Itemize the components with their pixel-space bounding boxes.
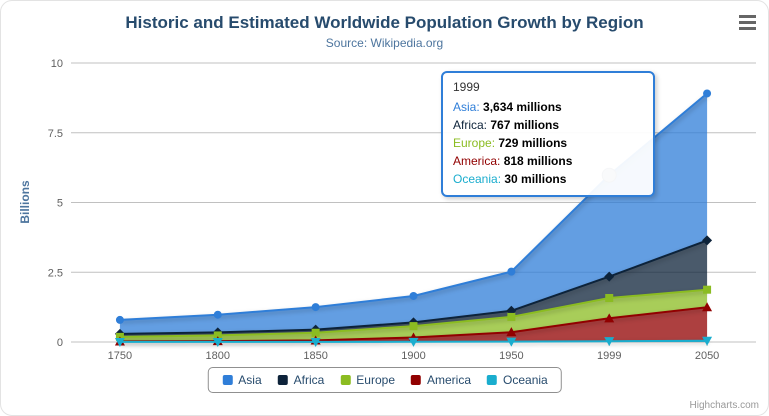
legend-item-label: Oceania — [503, 373, 548, 387]
svg-text:5: 5 — [57, 198, 63, 210]
svg-text:2050: 2050 — [695, 350, 719, 362]
legend-item-label: America — [427, 373, 472, 387]
svg-text:7.5: 7.5 — [48, 128, 63, 140]
legend-symbol-icon — [277, 375, 288, 385]
tooltip-row: Africa: 767 millions — [453, 116, 643, 134]
point-oceania-1750[interactable] — [114, 337, 125, 347]
tooltip-series-name: Asia: — [453, 100, 484, 114]
point-asia-1850[interactable] — [311, 303, 320, 312]
svg-text:1850: 1850 — [303, 350, 327, 362]
point-oceania-1850[interactable] — [310, 337, 321, 347]
point-asia-1800[interactable] — [213, 310, 222, 319]
point-america-1999[interactable] — [604, 313, 615, 323]
svg-text:1999: 1999 — [597, 350, 621, 362]
point-oceania-1999[interactable] — [604, 337, 615, 347]
legend-item-europe[interactable]: Europe — [339, 373, 395, 387]
tooltip-rows: Asia: 3,634 millions Africa: 767 millions… — [453, 98, 643, 188]
legend-symbol-icon — [487, 375, 498, 385]
tooltip-series-value: 729 millions — [498, 136, 568, 150]
svg-text:1900: 1900 — [401, 350, 425, 362]
svg-text:2.5: 2.5 — [48, 267, 63, 279]
point-europe-1900[interactable] — [409, 322, 418, 331]
y-axis-title: Billions — [18, 180, 32, 224]
tooltip-row: Europe: 729 millions — [453, 134, 643, 152]
point-america-1950[interactable] — [506, 327, 517, 337]
tooltip-series-name: America: — [453, 154, 504, 168]
legend-item-label: Asia — [238, 373, 262, 387]
chart-subtitle: Source: Wikipedia.org — [325, 36, 444, 50]
tooltip-series-value: 30 millions — [504, 172, 567, 186]
legend-item-africa[interactable]: Africa — [277, 373, 325, 387]
point-europe-1950[interactable] — [507, 312, 516, 321]
legend-item-oceania[interactable]: Oceania — [486, 373, 548, 387]
svg-text:0: 0 — [57, 337, 63, 349]
legend-symbol-icon — [222, 375, 233, 385]
point-africa-2050[interactable] — [702, 235, 713, 246]
point-oceania-2050[interactable] — [702, 336, 713, 346]
svg-text:1800: 1800 — [206, 350, 230, 362]
point-america-2050[interactable] — [702, 302, 713, 312]
point-asia-1950[interactable] — [507, 267, 516, 276]
svg-text:1950: 1950 — [499, 350, 523, 362]
tooltip-series-value: 767 millions — [490, 118, 560, 132]
legend-symbol-icon — [411, 375, 422, 385]
point-europe-1800[interactable] — [213, 331, 222, 340]
legend-item-asia[interactable]: Asia — [221, 373, 262, 387]
point-europe-1999[interactable] — [605, 294, 614, 303]
tooltip-row: Oceania: 30 millions — [453, 170, 643, 188]
tooltip-row: Asia: 3,634 millions — [453, 98, 643, 116]
tooltip-series-value: 3,634 millions — [483, 100, 562, 114]
tooltip-row: America: 818 millions — [453, 152, 643, 170]
tooltip-series-name: Africa: — [453, 118, 491, 132]
point-asia-1750[interactable] — [115, 315, 124, 324]
legend: Asia Africa Europe America Oceania — [207, 367, 562, 393]
point-africa-1999[interactable] — [604, 271, 615, 282]
chart-title: Historic and Estimated Worldwide Populat… — [125, 13, 644, 32]
series-oceania[interactable] — [114, 336, 713, 347]
tooltip-series-name: Europe: — [453, 136, 499, 150]
point-europe-2050[interactable] — [703, 285, 712, 294]
tooltip-title: 1999 — [453, 80, 480, 94]
legend-item-label: Africa — [293, 373, 325, 387]
tooltip: 1999 Asia: 3,634 millions Africa: 767 mil… — [441, 71, 655, 197]
point-europe-1850[interactable] — [311, 328, 320, 337]
legend-item-america[interactable]: America — [410, 373, 471, 387]
legend-symbol-icon — [340, 375, 351, 385]
point-oceania-1800[interactable] — [212, 337, 223, 347]
point-asia-2050[interactable] — [703, 89, 712, 98]
y-axis-labels: 0 2.5 5 7.5 10 — [48, 58, 63, 349]
point-oceania-1900[interactable] — [408, 337, 419, 347]
series-europe[interactable] — [115, 285, 712, 342]
point-asia-1900[interactable] — [409, 291, 418, 300]
svg-text:10: 10 — [51, 58, 63, 70]
tooltip-series-name: Oceania: — [453, 172, 505, 186]
point-oceania-1950[interactable] — [506, 337, 517, 347]
svg-text:1750: 1750 — [108, 350, 132, 362]
legend-item-label: Europe — [356, 373, 396, 387]
tooltip-series-value: 818 millions — [503, 154, 573, 168]
hamburger-menu-icon[interactable] — [739, 15, 756, 30]
credits-link[interactable]: Highcharts.com — [689, 400, 759, 411]
